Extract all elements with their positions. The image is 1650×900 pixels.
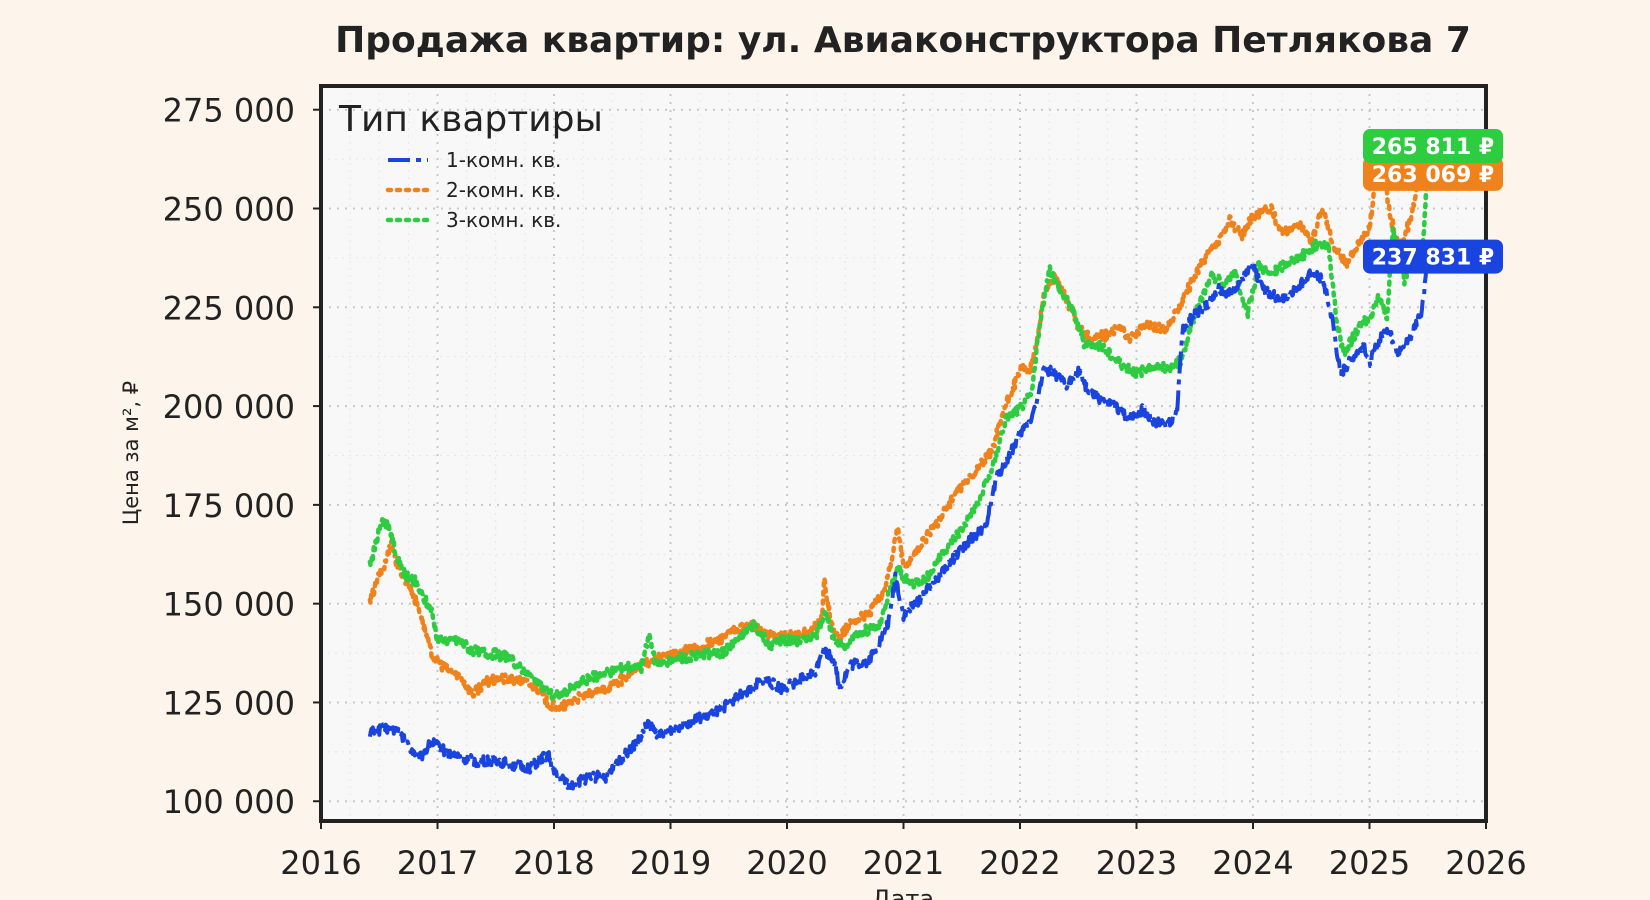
x-tick-label: 2026 (1445, 844, 1526, 882)
x-tick-label: 2018 (513, 844, 594, 882)
y-tick-label: 275 000 (163, 92, 295, 130)
x-tick-label: 2016 (280, 844, 361, 882)
series-line-3 (367, 143, 1431, 701)
x-tick-label: 2021 (863, 844, 944, 882)
plot-area (321, 86, 1486, 821)
end-label-box-1 (1363, 239, 1503, 274)
chart-title: Продажа квартир: ул. Авиаконструктора Пе… (335, 20, 1471, 61)
legend-title: Тип квартиры (338, 99, 603, 140)
end-label-box-3 (1363, 129, 1503, 164)
legend: Тип квартиры 1-комн. кв. 2-комн. кв. 3-ком… (338, 99, 603, 232)
x-tick-label: 2017 (397, 844, 478, 882)
end-label-3: 265 811 ₽ (1372, 135, 1494, 160)
y-tick-label: 250 000 (163, 191, 295, 229)
x-axis-label: Дата (872, 885, 934, 900)
series-group (367, 143, 1431, 791)
x-tick-label: 2024 (1212, 844, 1293, 882)
y-tick-label: 225 000 (163, 289, 295, 327)
end-label-2: 263 069 ₽ (1372, 163, 1494, 188)
x-tick-label: 2023 (1096, 844, 1177, 882)
y-tick-label: 150 000 (163, 586, 295, 624)
legend-label-2: 2-комн. кв. (446, 178, 561, 202)
y-tick-label: 100 000 (163, 783, 295, 821)
end-labels: 263 069 ₽ 265 811 ₽ 237 831 ₽ (1363, 129, 1503, 274)
x-tick-label: 2019 (630, 844, 711, 882)
series-line-2 (367, 154, 1431, 714)
y-axis-label: Цена за м², ₽ (119, 381, 143, 525)
x-tick-label: 2022 (979, 844, 1060, 882)
y-axis: 100 000 125 000 150 000 175 000 200 000 225 0… (163, 92, 321, 821)
x-axis: 2016 2017 2018 2019 2020 2021 2022 2023 2024 2025… (280, 821, 1527, 882)
y-tick-label: 125 000 (163, 684, 295, 722)
end-label-1: 237 831 ₽ (1372, 246, 1494, 271)
legend-label-3: 3-комн. кв. (446, 208, 561, 232)
legend-label-1: 1-комн. кв. (446, 148, 561, 172)
y-tick-label: 200 000 (163, 388, 295, 426)
series-line-1 (367, 256, 1430, 791)
y-tick-label: 175 000 (163, 487, 295, 525)
end-label-box-2 (1363, 156, 1503, 191)
x-tick-label: 2020 (746, 844, 827, 882)
x-tick-label: 2025 (1329, 844, 1410, 882)
